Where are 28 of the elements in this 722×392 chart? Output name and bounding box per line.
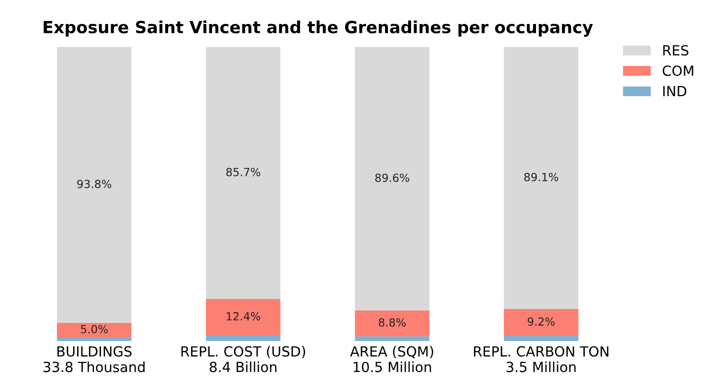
data-label: 8.8% — [378, 318, 406, 327]
legend-label: COM — [662, 65, 694, 76]
legend-label: IND — [663, 86, 686, 96]
data-label: 93.8% — [77, 180, 112, 188]
legend-label: RES — [663, 45, 688, 56]
bar — [56, 322, 132, 338]
data-label: 12.4% — [226, 312, 260, 320]
bar — [354, 336, 430, 342]
bar — [56, 47, 132, 323]
x-tick-label: AREA (SQM) 10.5 Million — [350, 346, 434, 372]
bar — [504, 336, 578, 342]
x-tick-label: REPL. CARBON TON 3.5 Million — [474, 346, 608, 372]
bar — [504, 308, 578, 336]
data-label: 5.0% — [80, 324, 108, 334]
data-label: 9.2% — [528, 317, 555, 326]
x-tick-label: REPL. COST (USD) 8.4 Billion — [181, 346, 306, 372]
bar — [206, 299, 280, 336]
data-label: 85.7% — [226, 168, 260, 176]
chart-title: Exposure Saint Vincent and the Grenadines per occupancy — [44, 20, 593, 37]
x-tick-label: BUILDINGS 33.8 Thousand — [44, 346, 145, 372]
bar — [206, 335, 280, 342]
bar — [354, 47, 430, 310]
data-label: 89.6% — [375, 174, 410, 182]
bar — [354, 310, 430, 336]
data-label: 89.1% — [524, 172, 558, 182]
bar — [206, 47, 280, 299]
bar — [504, 47, 578, 309]
bar — [56, 338, 132, 342]
